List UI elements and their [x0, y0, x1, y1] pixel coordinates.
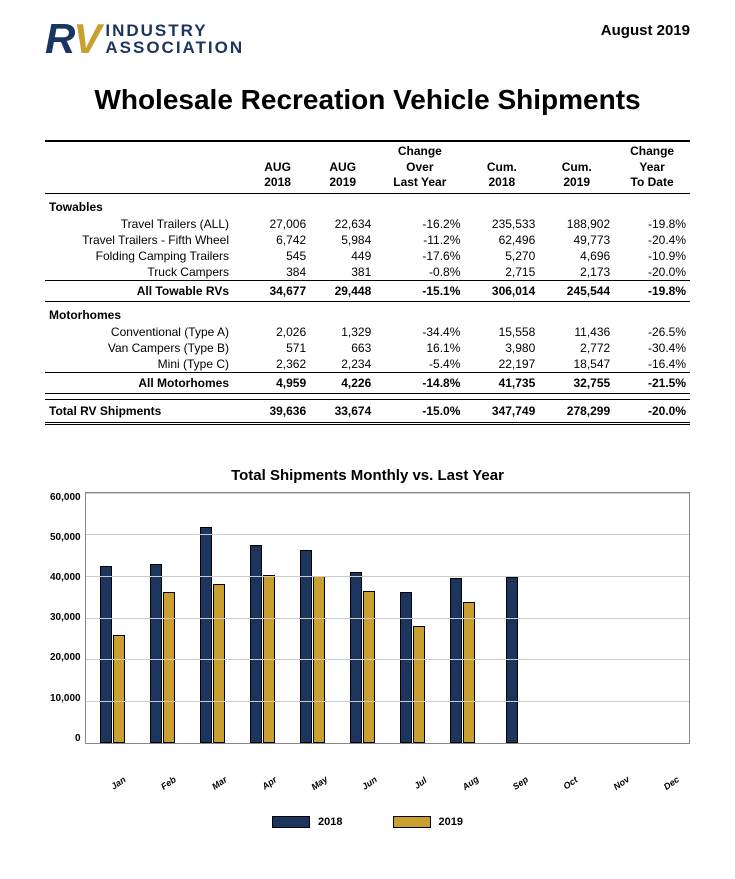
x-axis: JanFebMarAprMayJunJulAugSepOctNovDec	[45, 774, 690, 790]
y-tick: 0	[50, 733, 81, 744]
chart-title: Total Shipments Monthly vs. Last Year	[45, 467, 690, 484]
gridline	[86, 576, 689, 577]
bar-2019	[363, 591, 375, 743]
bar-2018	[300, 550, 312, 743]
table-header: AUG2018 AUG2019 ChangeOverLast Year Cum.…	[45, 141, 690, 193]
bar-2018	[100, 566, 112, 743]
subtotal-motorhomes: All Motorhomes4,9594,226-14.8%41,73532,7…	[45, 372, 690, 393]
chart-area: 60,000 50,000 40,000 30,000 20,000 10,000 0	[45, 492, 690, 772]
logo: RV INDUSTRY ASSOCIATION	[45, 18, 244, 60]
logo-line1: INDUSTRY	[105, 22, 244, 39]
total-row: Total RV Shipments39,63633,674-15.0%347,…	[45, 399, 690, 423]
bar-2019	[213, 584, 225, 743]
bar-2018	[350, 572, 362, 743]
y-tick: 30,000	[50, 612, 81, 623]
chart: Total Shipments Monthly vs. Last Year 60…	[45, 467, 690, 828]
legend-2019: 2019	[393, 816, 463, 828]
report-date: August 2019	[601, 22, 690, 39]
table-row: Travel Trailers - Fifth Wheel6,7425,984-…	[45, 232, 690, 248]
legend-label-2018: 2018	[318, 816, 342, 828]
bar-2019	[463, 602, 475, 742]
y-tick: 40,000	[50, 572, 81, 583]
table-row: Truck Campers384381-0.8%2,7152,173-20.0%	[45, 264, 690, 281]
bar-2018	[250, 545, 262, 743]
bar-2019	[413, 626, 425, 743]
y-tick: 20,000	[50, 652, 81, 663]
logo-mark: RV	[45, 18, 99, 60]
table-row: Mini (Type C)2,3622,234-5.4%22,19718,547…	[45, 356, 690, 373]
table-row: Travel Trailers (ALL)27,00622,634-16.2%2…	[45, 216, 690, 232]
swatch-2019	[393, 816, 431, 828]
gridline	[86, 659, 689, 660]
logo-text: INDUSTRY ASSOCIATION	[105, 22, 244, 56]
section-motorhomes: Motorhomes	[45, 301, 690, 324]
plot-area	[85, 492, 690, 744]
header: RV INDUSTRY ASSOCIATION August 2019	[45, 18, 690, 60]
bar-2018	[400, 592, 412, 743]
gridline	[86, 618, 689, 619]
gridline	[86, 493, 689, 494]
y-axis: 60,000 50,000 40,000 30,000 20,000 10,000 0	[50, 492, 85, 744]
bar-2019	[163, 592, 175, 743]
gridline	[86, 534, 689, 535]
logo-v: V	[73, 15, 99, 62]
bar-2018	[150, 564, 162, 743]
bar-2019	[113, 635, 125, 743]
table-row: Van Campers (Type B)57166316.1%3,9802,77…	[45, 340, 690, 356]
y-tick: 60,000	[50, 492, 81, 503]
table-row: Folding Camping Trailers545449-17.6%5,27…	[45, 248, 690, 264]
subtotal-towables: All Towable RVs34,67729,448-15.1%306,014…	[45, 280, 690, 301]
logo-r: R	[45, 15, 73, 62]
page-title: Wholesale Recreation Vehicle Shipments	[45, 84, 690, 116]
logo-line2: ASSOCIATION	[105, 39, 244, 56]
table-row: Conventional (Type A)2,0261,329-34.4%15,…	[45, 324, 690, 340]
legend-2018: 2018	[272, 816, 342, 828]
y-tick: 10,000	[50, 693, 81, 704]
y-tick: 50,000	[50, 532, 81, 543]
swatch-2018	[272, 816, 310, 828]
shipments-table: AUG2018 AUG2019 ChangeOverLast Year Cum.…	[45, 140, 690, 425]
legend: 2018 2019	[45, 816, 690, 828]
section-towables: Towables	[45, 193, 690, 216]
legend-label-2019: 2019	[439, 816, 463, 828]
gridline	[86, 701, 689, 702]
bar-2018	[200, 527, 212, 743]
